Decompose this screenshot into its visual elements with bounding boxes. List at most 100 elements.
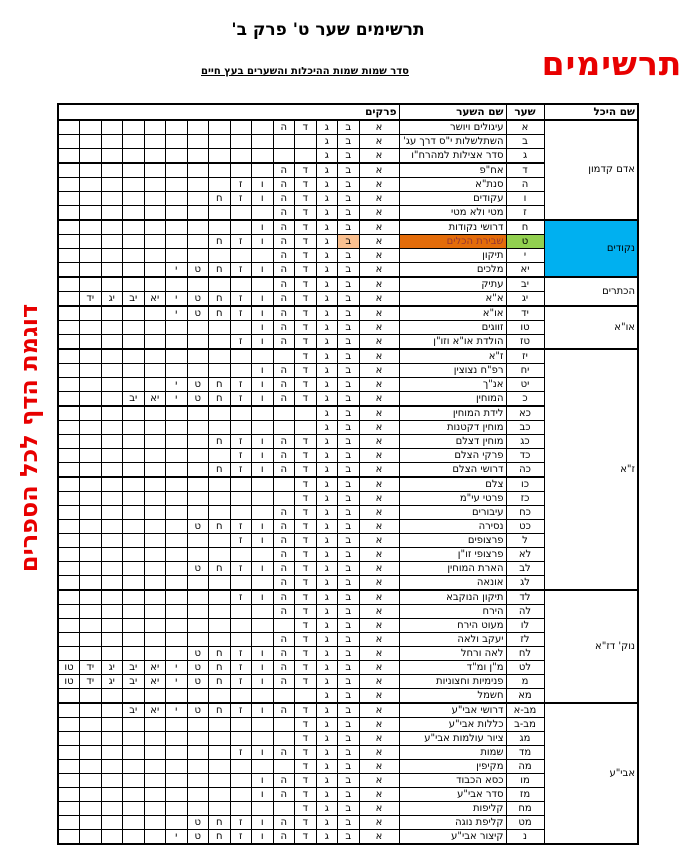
chapter-cell <box>143 219 166 235</box>
chapter-cell <box>186 177 209 192</box>
chapter-cell <box>208 547 231 562</box>
chapter-cell <box>229 119 252 135</box>
chapter-cell <box>165 462 188 478</box>
chapter-cell <box>208 205 231 221</box>
chapter-cell: יג <box>100 291 123 307</box>
chapter-cell <box>100 320 123 335</box>
chapter-cell: ו <box>251 674 274 689</box>
chapter-cell <box>208 148 231 164</box>
table-row: כז פרטי עי"מ א ב ג ד <box>57 491 638 506</box>
chapter-cell <box>122 801 145 816</box>
chapter-cell <box>79 547 102 562</box>
table-row: יט אנ"ך א ב ג ד ה ו ז ח ט י <box>57 377 638 392</box>
chapter-cell: ב <box>337 391 360 407</box>
chapter-cell: א <box>358 505 400 520</box>
table-row: טו זווגים א ב ג ד ה ו <box>57 320 638 335</box>
chapter-cell <box>143 334 166 350</box>
chapter-cell <box>186 162 209 178</box>
chapter-cell: ו <box>251 561 274 576</box>
chapter-cell <box>186 191 209 206</box>
chapter-cell: ג <box>315 405 338 421</box>
chapter-cell <box>208 491 231 506</box>
chapter-cell <box>122 717 145 732</box>
chapter-cell <box>143 533 166 548</box>
chapter-cell <box>57 119 80 135</box>
chapter-cell <box>272 731 295 746</box>
chapter-cell <box>143 420 166 435</box>
chapter-cell: ז <box>229 262 252 278</box>
chapter-cell: ה <box>272 234 295 249</box>
gate-name-cell: מלכים <box>398 262 507 278</box>
chapter-cell: ו <box>251 191 274 206</box>
chapter-cell <box>186 787 209 802</box>
gate-number-cell: מה <box>505 759 545 774</box>
chapter-cell: ז <box>229 674 252 689</box>
chapter-cell: א <box>358 177 400 192</box>
chapter-cell: א <box>358 205 400 221</box>
chapter-cell <box>143 119 166 135</box>
chapter-cell <box>122 491 145 506</box>
chapter-cell: א <box>358 377 400 392</box>
gate-name-cell: נסירה <box>398 519 507 534</box>
gate-name-cell: לאה ורחל <box>398 646 507 661</box>
chapter-cell: ד <box>294 632 317 647</box>
chapter-cell <box>57 759 80 774</box>
chapter-cell: ב <box>337 134 360 149</box>
chapter-cell <box>143 476 166 492</box>
chapter-cell <box>186 547 209 562</box>
chapter-cell: ד <box>294 334 317 350</box>
chapter-cell <box>143 731 166 746</box>
chapter-cell: ד <box>294 745 317 760</box>
chapter-cell <box>208 476 231 492</box>
chapter-cell: ט <box>186 702 209 718</box>
chapter-cell: ב <box>337 589 360 605</box>
chapter-cell: א <box>358 589 400 605</box>
table-row: לח לאה ורחל א ב ג ד ה ו ז ח ט <box>57 646 638 661</box>
chapter-cell: ה <box>272 434 295 449</box>
chapter-cell <box>79 632 102 647</box>
heychal-cell: אדם קדמון <box>543 119 639 221</box>
chapter-cell: ב <box>337 334 360 350</box>
chapter-cell <box>57 248 80 263</box>
chapter-cell: ז <box>229 177 252 192</box>
chapter-cell <box>143 561 166 576</box>
chapter-cell <box>57 829 80 845</box>
gate-name-cell: עקודים <box>398 191 507 206</box>
chapter-cell: ד <box>294 248 317 263</box>
chapter-cell: ד <box>294 219 317 235</box>
chapter-cell: ג <box>315 320 338 335</box>
chapter-cell <box>272 148 295 164</box>
chapter-cell <box>57 276 80 292</box>
chapter-cell: א <box>358 162 400 178</box>
chapter-cell: ג <box>315 646 338 661</box>
chapter-cell: י <box>165 702 188 718</box>
chapter-cell: ה <box>272 363 295 378</box>
chapter-cell <box>79 759 102 774</box>
chapter-cell: ג <box>315 262 338 278</box>
chapter-cell: ז <box>229 391 252 407</box>
chapter-cell <box>272 476 295 492</box>
chapter-cell: ח <box>208 646 231 661</box>
chapter-cell: א <box>358 801 400 816</box>
chapter-cell <box>100 618 123 633</box>
chapter-cell <box>229 547 252 562</box>
chapter-cell <box>143 688 166 704</box>
chapter-cell <box>100 363 123 378</box>
chapter-cell <box>186 234 209 249</box>
chapter-cell <box>79 262 102 278</box>
chapter-cell: ד <box>294 320 317 335</box>
chapter-cell: ב <box>337 547 360 562</box>
chapter-cell <box>208 219 231 235</box>
chapter-cell <box>57 801 80 816</box>
heychal-cell: אבי"ע <box>543 702 639 845</box>
chapter-cell <box>165 618 188 633</box>
chapter-cell <box>100 575 123 591</box>
chapter-cell <box>165 177 188 192</box>
chapter-cell <box>57 391 80 407</box>
chapter-cell <box>143 829 166 845</box>
table-row: ג סדר אצילות למהרח"ו א ב ג <box>57 148 638 164</box>
chapter-cell: ו <box>251 363 274 378</box>
chapter-cell: ה <box>272 320 295 335</box>
gate-number-cell: כט <box>505 519 545 534</box>
chapter-cell <box>100 519 123 534</box>
